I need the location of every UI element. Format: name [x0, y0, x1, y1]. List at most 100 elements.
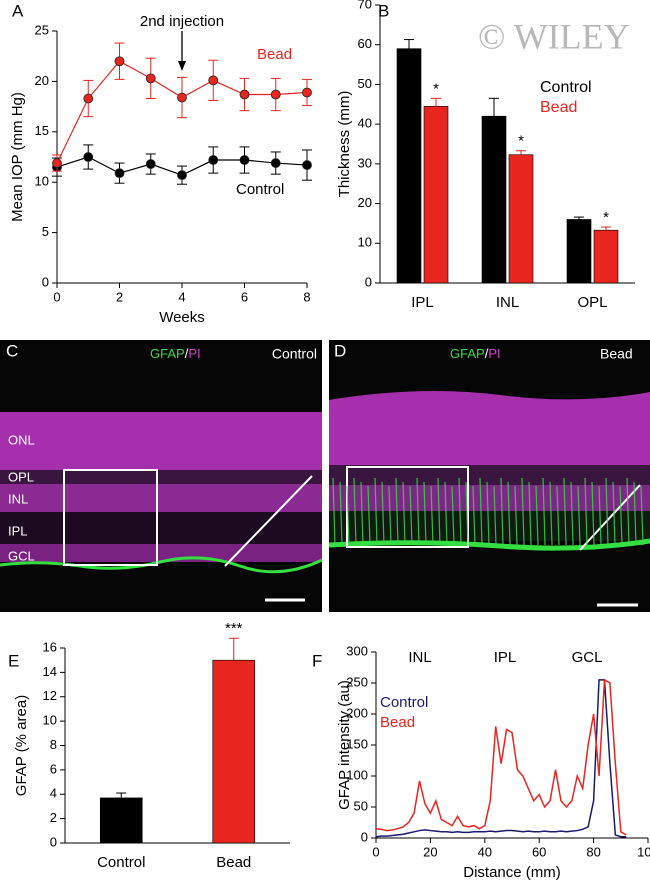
gfap-signal [0, 556, 323, 574]
data-point [302, 160, 312, 170]
data-point [145, 73, 156, 84]
glia-strand [556, 485, 560, 546]
y-tick-label: 250 [346, 674, 368, 689]
y-tick-label: 100 [346, 767, 368, 782]
legend-label: Bead [540, 99, 577, 116]
data-point [145, 159, 156, 169]
data-point [208, 155, 219, 165]
x-tick-label: 40 [478, 844, 492, 859]
bar [423, 105, 449, 284]
x-tick-label: Control [97, 854, 145, 871]
y-tick-label: 16 [43, 639, 57, 654]
error-bar [228, 637, 239, 661]
bar [212, 659, 256, 844]
y-axis-label: Thickness (mm) [336, 91, 353, 198]
y-tick-label: 150 [346, 736, 368, 751]
data-point [177, 170, 187, 181]
x-tick-label: 100 [637, 844, 650, 859]
glia-strand [591, 481, 595, 546]
opl-band [329, 465, 650, 485]
data-point [114, 168, 125, 179]
glia-strand [619, 485, 623, 546]
glia-strand [472, 485, 476, 546]
y-tick-label: 60 [358, 36, 372, 51]
glia-strand [353, 477, 357, 546]
onl-band [329, 391, 650, 465]
significance-label: * [518, 133, 524, 150]
layer-label: OPL [8, 469, 34, 484]
glia-strand [339, 481, 343, 546]
panel-letter: E [8, 651, 19, 670]
legend-label: Control [236, 181, 284, 198]
glia-strand [409, 485, 413, 546]
y-tick-label: 0 [42, 274, 49, 289]
onl-band [0, 412, 322, 470]
annotation-arrowhead [178, 61, 186, 71]
y-tick-label: 10 [358, 235, 372, 250]
glia-strand [500, 477, 504, 546]
x-tick-label: 60 [532, 844, 546, 859]
y-tick-label: 15 [35, 123, 49, 138]
glia-strand [437, 477, 441, 546]
error-bar [116, 792, 127, 798]
profile-line [224, 475, 313, 567]
panel-letter: B [378, 1, 389, 20]
glia-strand [402, 481, 406, 546]
gcl-band [0, 544, 322, 562]
bar [481, 115, 507, 284]
inl-band [329, 485, 650, 511]
y-tick-label: 50 [354, 798, 368, 813]
data-point [114, 56, 125, 67]
layer-label: INL [8, 491, 28, 506]
bar [396, 48, 422, 284]
glia-strand [514, 485, 518, 546]
error-bar [601, 226, 611, 231]
glia-strand [549, 481, 553, 546]
inset-box [346, 466, 469, 548]
glia-strand [374, 477, 378, 546]
y-axis-label: Mean IOP (mm Hg) [9, 92, 26, 222]
data-point [302, 87, 312, 98]
panel-letter: A [12, 1, 24, 20]
y-tick-label: 20 [35, 73, 49, 88]
glia-strand [605, 477, 609, 546]
inl-band [0, 484, 322, 512]
error-bar [404, 39, 414, 49]
y-tick-label: 50 [358, 76, 372, 91]
data-point [52, 158, 62, 168]
y-tick-label: 70 [358, 0, 372, 11]
glia-strand [332, 477, 336, 546]
glia-strand [577, 485, 581, 546]
bar [566, 219, 592, 284]
data-point [83, 152, 94, 162]
bar [593, 229, 619, 284]
x-tick-label: 20 [423, 844, 437, 859]
legend-label: Bead [380, 714, 415, 731]
bar [99, 797, 143, 844]
x-tick-label: 4 [178, 289, 185, 304]
y-tick-label: 0 [50, 834, 57, 849]
glia-strand [451, 485, 455, 546]
y-tick-label: 10 [43, 713, 57, 728]
glia-strand [521, 477, 525, 546]
y-tick-label: 6 [50, 761, 57, 776]
region-label: IPL [494, 649, 517, 666]
x-tick-label: 2 [116, 289, 123, 304]
condition-label: Bead [600, 346, 633, 362]
data-point [177, 92, 187, 103]
y-tick-label: 5 [42, 224, 49, 239]
inset-box [63, 469, 158, 566]
significance-label: * [603, 209, 609, 226]
gfap-signal [328, 538, 650, 551]
profile-line [579, 484, 641, 551]
glia-strand [626, 477, 630, 546]
micrograph-d [328, 340, 650, 612]
panel-letter: D [334, 341, 346, 360]
glia-strand [528, 481, 532, 546]
glia-strand [423, 481, 427, 546]
x-tick-label: INL [496, 294, 519, 311]
layer-label: IPL [8, 523, 28, 538]
x-axis-label: Weeks [159, 309, 205, 326]
y-tick-label: 40 [358, 116, 372, 131]
